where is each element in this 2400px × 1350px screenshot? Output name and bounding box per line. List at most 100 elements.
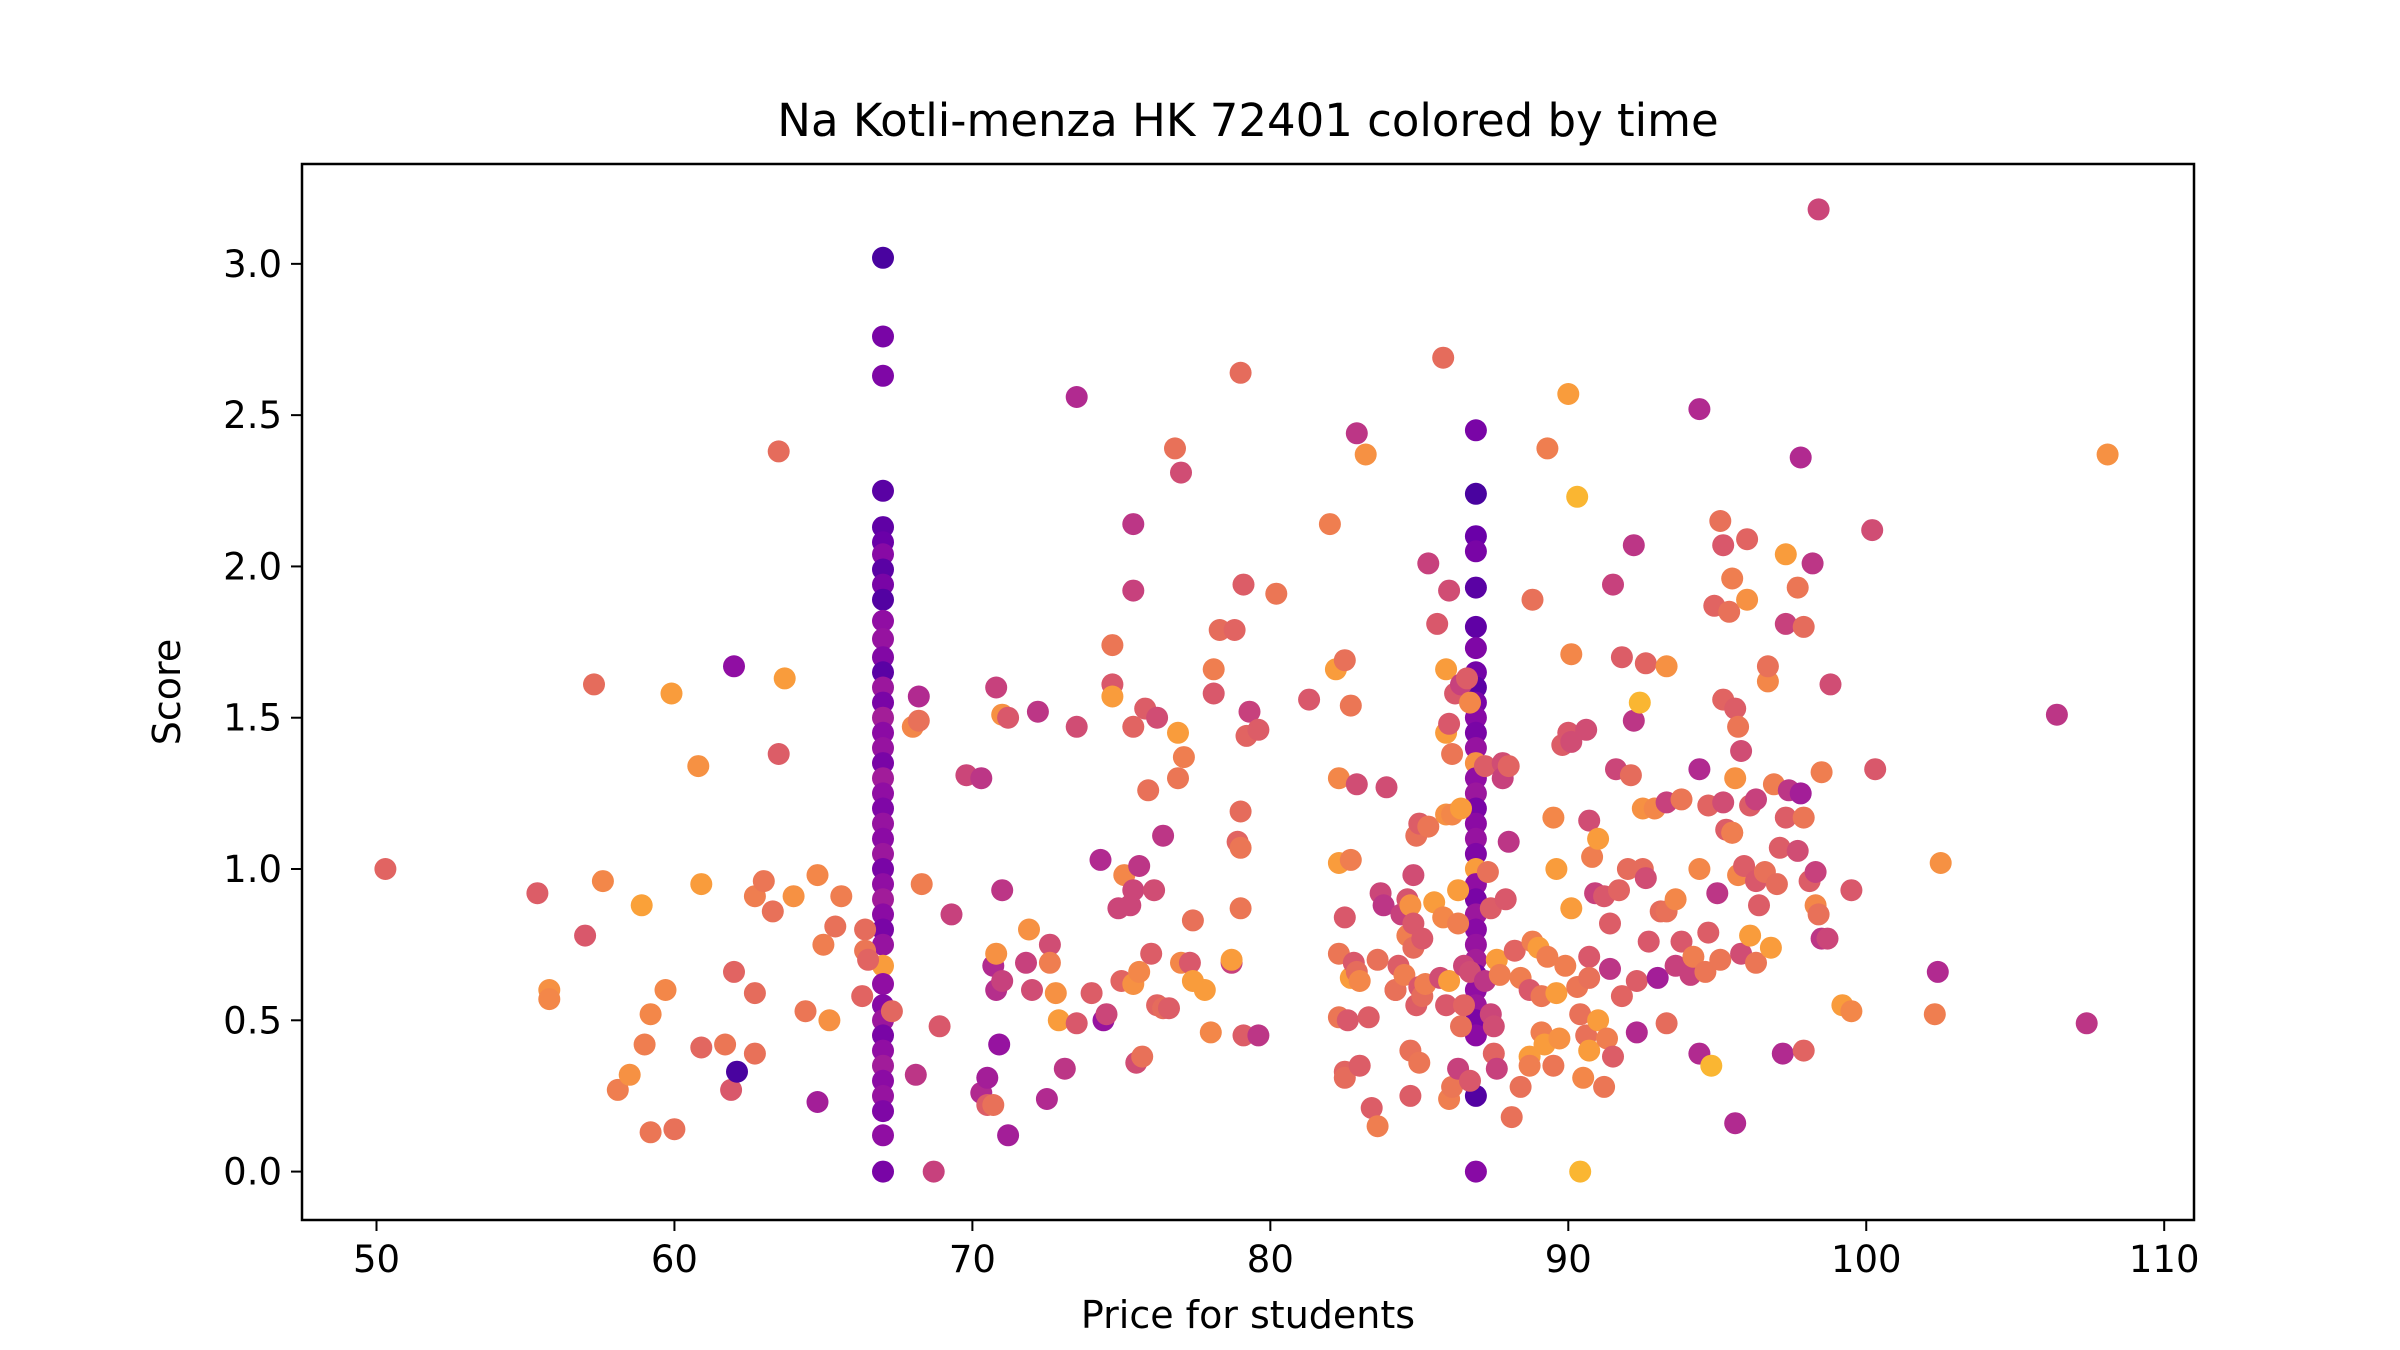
data-point — [1542, 1055, 1564, 1077]
data-point — [818, 1009, 840, 1031]
data-point — [374, 858, 396, 880]
data-point — [908, 710, 930, 732]
data-point — [726, 1061, 748, 1083]
data-point — [1811, 761, 1833, 783]
data-point — [1569, 1161, 1591, 1183]
data-point — [1724, 767, 1746, 789]
y-tick-label: 2.5 — [223, 394, 282, 437]
x-tick-label: 50 — [353, 1238, 400, 1281]
data-point — [1426, 613, 1448, 635]
data-point — [872, 247, 894, 269]
data-point — [1346, 422, 1368, 444]
data-point — [723, 655, 745, 677]
data-point — [1036, 1088, 1058, 1110]
data-point — [1298, 689, 1320, 711]
data-point — [1665, 888, 1687, 910]
data-point — [1930, 852, 1952, 874]
chart-title: Na Kotli-menza HK 72401 colored by time — [777, 94, 1718, 147]
data-point — [1247, 1024, 1269, 1046]
data-point — [634, 1034, 656, 1056]
data-point — [1656, 655, 1678, 677]
data-point — [1775, 543, 1797, 565]
data-point — [1572, 1067, 1594, 1089]
data-point — [2046, 704, 2068, 726]
data-point — [985, 677, 1007, 699]
data-point — [1498, 831, 1520, 853]
data-point — [1027, 701, 1049, 723]
data-point — [1131, 1046, 1153, 1068]
data-point — [1465, 616, 1487, 638]
data-point — [1626, 970, 1648, 992]
data-point — [2076, 1012, 2098, 1034]
data-point — [830, 885, 852, 907]
data-point — [762, 900, 784, 922]
data-point — [1340, 849, 1362, 871]
data-point — [812, 934, 834, 956]
data-point — [1757, 655, 1779, 677]
data-point — [1340, 695, 1362, 717]
data-point — [1358, 1006, 1380, 1028]
data-point — [1182, 909, 1204, 931]
data-point — [1465, 419, 1487, 441]
data-point — [1599, 913, 1621, 935]
data-point — [1054, 1058, 1076, 1080]
data-point — [1745, 788, 1767, 810]
data-point — [1096, 1003, 1118, 1025]
data-point — [988, 1034, 1010, 1056]
data-point — [1542, 807, 1564, 829]
data-point — [1137, 779, 1159, 801]
data-point — [1101, 686, 1123, 708]
data-point — [1465, 540, 1487, 562]
x-axis-label: Price for students — [1081, 1293, 1415, 1337]
data-point — [574, 925, 596, 947]
data-point — [1447, 879, 1469, 901]
data-point — [1122, 513, 1144, 535]
data-point — [1820, 673, 1842, 695]
data-point — [1203, 683, 1225, 705]
data-point — [1712, 534, 1734, 556]
data-point — [1656, 1012, 1678, 1034]
data-point — [1167, 767, 1189, 789]
data-point — [1721, 568, 1743, 590]
data-point — [872, 326, 894, 348]
data-point — [1376, 776, 1398, 798]
data-point — [1560, 897, 1582, 919]
data-point — [768, 440, 790, 462]
data-point — [1608, 879, 1630, 901]
data-point — [807, 864, 829, 886]
data-point — [1170, 462, 1192, 484]
data-point — [1173, 746, 1195, 768]
data-point — [1200, 1021, 1222, 1043]
data-point — [991, 970, 1013, 992]
data-point — [1045, 982, 1067, 1004]
data-point — [1593, 1076, 1615, 1098]
data-point — [1486, 1058, 1508, 1080]
data-point — [1793, 807, 1815, 829]
data-point — [1736, 589, 1758, 611]
data-point — [1578, 946, 1600, 968]
data-point — [1739, 925, 1761, 947]
data-point — [1510, 1076, 1532, 1098]
data-point — [1709, 949, 1731, 971]
data-point — [976, 1067, 998, 1089]
data-point — [1727, 716, 1749, 738]
data-point — [1793, 616, 1815, 638]
data-point — [1441, 743, 1463, 765]
data-point — [1623, 534, 1645, 556]
data-point — [1927, 961, 1949, 983]
data-point — [911, 873, 933, 895]
data-point — [1447, 913, 1469, 935]
data-point — [1688, 398, 1710, 420]
x-tick-label: 110 — [2129, 1238, 2200, 1281]
data-point — [1450, 1015, 1472, 1037]
data-point — [655, 979, 677, 1001]
data-point — [687, 755, 709, 777]
data-point — [872, 589, 894, 611]
data-point — [1548, 1028, 1570, 1050]
data-point — [1629, 692, 1651, 714]
data-point — [1402, 864, 1424, 886]
data-point — [1018, 919, 1040, 941]
data-point — [1700, 1055, 1722, 1077]
data-point — [1760, 937, 1782, 959]
